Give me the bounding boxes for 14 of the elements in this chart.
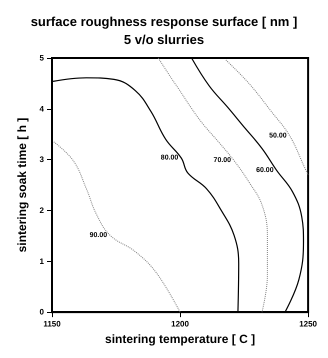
y-tick-label: 5 <box>40 54 45 62</box>
x-tick-label: 1200 <box>171 320 190 329</box>
y-tick-label: 3 <box>40 155 45 164</box>
chart-subtitle: 5 v/o slurries <box>124 32 204 47</box>
y-tick-label: 2 <box>40 206 45 215</box>
x-axis-title: sintering temperature [ C ] <box>105 332 256 346</box>
y-axis-title: sintering soak time [ h ] <box>15 118 29 252</box>
chart-title: surface roughness response surface [ nm ] <box>30 14 298 29</box>
y-tick-label: 4 <box>40 104 45 114</box>
y-tick-label: 0 <box>40 308 45 317</box>
x-tick-label: 1150 <box>43 320 62 329</box>
x-tick-label: 1250 <box>299 320 318 329</box>
y-tick-label: 1 <box>40 256 45 266</box>
line-series <box>53 141 181 313</box>
